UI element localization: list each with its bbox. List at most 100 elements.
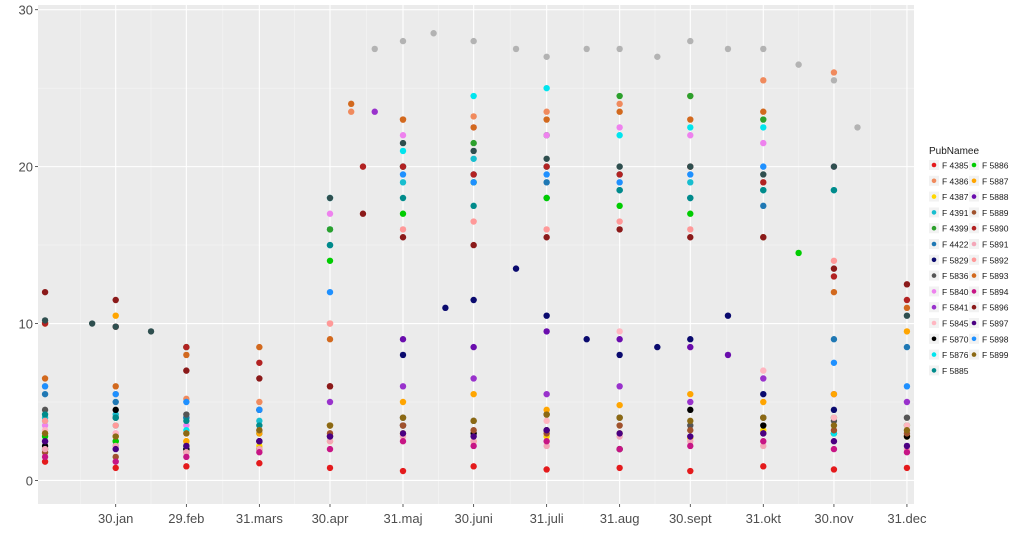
legend-swatch [971,304,977,310]
data-point [430,30,437,37]
data-point [616,401,623,409]
series-f-5899 [41,411,911,440]
data-point [760,463,767,470]
legend-label: F 5898 [982,334,1009,344]
data-point [359,163,367,170]
legend-label: F 4386 [942,176,969,186]
legend-label: F 4422 [942,240,969,250]
data-point [616,422,623,429]
data-point [760,179,767,186]
legend-swatch [931,241,937,247]
data-point [41,417,49,425]
data-point [616,92,623,100]
data-point [183,343,190,351]
x-tick-label: 30.juni [454,511,492,526]
data-point [470,296,477,304]
data-point [760,108,767,115]
data-point [326,210,334,217]
data-point [470,343,477,351]
data-point [399,467,407,475]
data-point [183,442,190,450]
data-point [830,422,838,429]
data-point [830,406,838,414]
data-point [760,375,767,382]
data-point [543,328,550,335]
data-point [183,430,190,437]
data-point [830,427,838,434]
data-point [442,304,449,312]
legend-label: F 5836 [942,271,969,281]
data-point [760,77,767,84]
x-tick-label: 30.apr [312,511,350,526]
legend-label: F 5829 [942,255,969,265]
data-point [687,132,694,139]
data-point [616,445,623,453]
legend-label: F 5892 [982,255,1009,265]
data-point [687,417,694,425]
series-f-5894 [41,438,911,465]
data-point [470,241,477,249]
data-point [760,442,767,450]
data-point [470,147,477,155]
data-point [903,343,911,351]
legend-label: F 5876 [942,350,969,360]
data-point [326,438,334,445]
data-point [470,438,477,445]
data-point [687,438,694,445]
data-point [543,406,550,414]
data-point [326,320,334,327]
data-point [470,139,477,147]
x-tick-label: 31.maj [383,511,422,526]
data-point [399,116,407,123]
data-point [687,37,694,45]
series-unlabeled [41,139,911,335]
data-point [399,351,407,359]
data-point [399,422,407,429]
data-point [616,226,623,233]
data-point [687,336,694,343]
data-point [903,449,911,456]
data-point [183,351,190,359]
series-f-5888 [399,328,732,359]
data-point [543,442,550,450]
data-point [616,45,623,53]
data-point [112,312,119,319]
data-point [399,147,407,155]
data-point [543,411,550,418]
data-point [687,171,694,178]
data-point [41,458,49,465]
x-tick-label: 29.feb [168,511,204,526]
x-tick-label: 30.jan [98,511,133,526]
legend-swatch [931,257,937,263]
legend-label: F 5890 [982,224,1009,234]
data-point [470,390,477,398]
series-unlabeled [371,30,861,131]
data-point [399,171,407,178]
data-point [830,186,838,194]
data-point [903,312,911,319]
data-point [112,414,119,421]
data-point [371,45,378,53]
legend-label: F 5886 [982,161,1009,171]
data-point [616,414,623,421]
data-point [760,116,767,123]
data-point [112,422,119,429]
data-point [183,438,190,445]
legend-swatch [931,304,937,310]
data-point [830,438,838,445]
data-point [112,383,119,390]
data-point [399,383,407,390]
legend-label: F 5889 [982,208,1009,218]
legend-label: F 5893 [982,271,1009,281]
data-point [903,398,911,406]
legend-label: F 4385 [942,161,969,171]
legend-swatch [971,225,977,231]
data-point [470,37,477,45]
data-point [326,257,334,264]
data-point [41,390,49,398]
y-tick-label: 0 [26,473,33,488]
data-point [830,466,838,473]
legend-swatch [971,273,977,278]
legend-swatch [931,162,937,168]
data-point [760,45,767,53]
